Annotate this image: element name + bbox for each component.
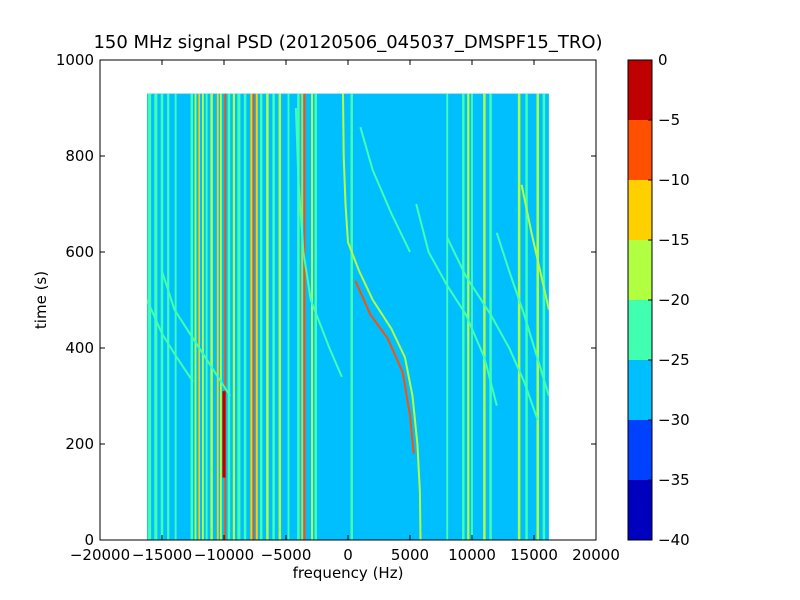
colorbar-band-2 [628, 360, 652, 420]
constant-line-35 [471, 93, 473, 540]
colorbar-tick-label-2: −10 [658, 171, 690, 189]
x-tick-label-8: 20000 [572, 546, 620, 564]
peak-segment-0 [222, 391, 226, 478]
constant-line-41 [542, 93, 546, 540]
y-tick-label-5: 1000 [56, 51, 94, 69]
constant-line-37 [489, 93, 492, 540]
constant-line-19 [252, 93, 255, 540]
doppler-curve-8 [520, 184, 549, 310]
x-tick-label-4: 0 [343, 546, 353, 564]
x-tick-label-7: 15000 [510, 546, 558, 564]
constant-line-18 [250, 93, 253, 540]
x-tick-label-1: −15000 [132, 546, 192, 564]
x-tick-label-3: −5000 [261, 546, 312, 564]
colorbar-band-0 [628, 480, 652, 540]
constant-line-21 [259, 93, 263, 540]
constant-line-32 [446, 93, 449, 540]
constant-line-16 [237, 93, 241, 540]
constant-line-29 [311, 93, 314, 540]
constant-line-0 [148, 93, 152, 540]
colorbar-tick-label-5: −25 [658, 351, 690, 369]
doppler-curve-5 [415, 203, 498, 406]
plot-area [147, 93, 549, 540]
constant-line-30 [314, 93, 317, 540]
doppler-curve-9 [495, 232, 549, 397]
axes: −20000 −15000 −10000 −5000 0 5000 10000 15000 20… [56, 51, 620, 564]
constant-line-9 [205, 93, 208, 540]
constant-line-10 [210, 93, 213, 540]
constant-line-33 [462, 93, 465, 540]
y-tick-label-4: 800 [65, 147, 94, 165]
psd-background [147, 93, 549, 540]
constant-line-22 [266, 93, 269, 540]
constant-line-39 [525, 93, 528, 540]
colorbar-tick-label-7: −35 [658, 471, 690, 489]
psd-features [147, 93, 549, 540]
doppler-curve-4 [294, 107, 343, 378]
constant-line-20 [255, 93, 258, 540]
colorbar-band-3 [628, 300, 652, 360]
constant-line-31 [350, 93, 353, 540]
constant-line-28 [303, 93, 306, 540]
doppler-curve-2 [161, 270, 232, 397]
colorbar-band-7 [628, 60, 652, 120]
constant-line-5 [190, 93, 193, 540]
constant-line-7 [198, 93, 201, 540]
constant-line-17 [243, 93, 247, 540]
colorbar: 0 −5 −10 −15 −20 −25 −30 −35 −40 [627, 51, 690, 549]
colorbar-band-5 [628, 180, 652, 240]
constant-line-40 [536, 93, 539, 540]
constant-line-6 [194, 93, 197, 540]
colorbar-tick-label-3: −15 [658, 231, 690, 249]
constant-line-11 [216, 93, 219, 540]
x-tick-label-6: 10000 [448, 546, 496, 564]
doppler-curve-1 [354, 280, 415, 454]
x-tick-label-2: −10000 [194, 546, 254, 564]
x-tick-label-0: −20000 [70, 546, 130, 564]
constant-line-12 [219, 93, 222, 540]
constant-line-15 [232, 93, 236, 540]
constant-line-13 [224, 93, 227, 540]
colorbar-band-1 [628, 420, 652, 480]
constant-line-4 [174, 93, 177, 540]
y-axis-label: time (s) [32, 271, 50, 329]
constant-line-26 [297, 93, 300, 540]
doppler-curve-6 [359, 126, 411, 253]
y-tick-label-3: 600 [65, 243, 94, 261]
constant-line-25 [287, 93, 290, 540]
constant-line-3 [167, 93, 170, 540]
constant-line-23 [272, 93, 275, 540]
colorbar-tick-label-4: −20 [658, 291, 690, 309]
constant-line-36 [483, 93, 486, 540]
constant-line-1 [154, 93, 158, 540]
constant-line-14 [227, 93, 231, 540]
doppler-curve-7 [446, 237, 539, 421]
constant-line-24 [278, 93, 282, 540]
constant-line-27 [301, 93, 303, 540]
constant-line-8 [201, 93, 204, 540]
constant-line-38 [517, 93, 521, 540]
doppler-curve-3 [147, 299, 194, 383]
y-tick-label-0: 0 [84, 531, 94, 549]
constant-line-2 [160, 93, 164, 540]
chart-title: 150 MHz signal PSD (20120506_045037_DMSP… [93, 32, 602, 53]
colorbar-tick-label-8: −40 [658, 531, 690, 549]
colorbar-band-4 [628, 240, 652, 300]
x-tick-label-5: 5000 [391, 546, 429, 564]
colorbar-tick-label-0: 0 [658, 51, 668, 69]
y-tick-label-2: 400 [65, 339, 94, 357]
colorbar-tick-label-1: −5 [658, 111, 680, 129]
constant-line-34 [467, 93, 470, 540]
doppler-curve-0 [342, 93, 422, 540]
y-tick-label-1: 200 [65, 435, 94, 453]
colorbar-tick-label-6: −30 [658, 411, 690, 429]
x-axis-label: frequency (Hz) [293, 564, 404, 582]
colorbar-band-6 [628, 120, 652, 180]
